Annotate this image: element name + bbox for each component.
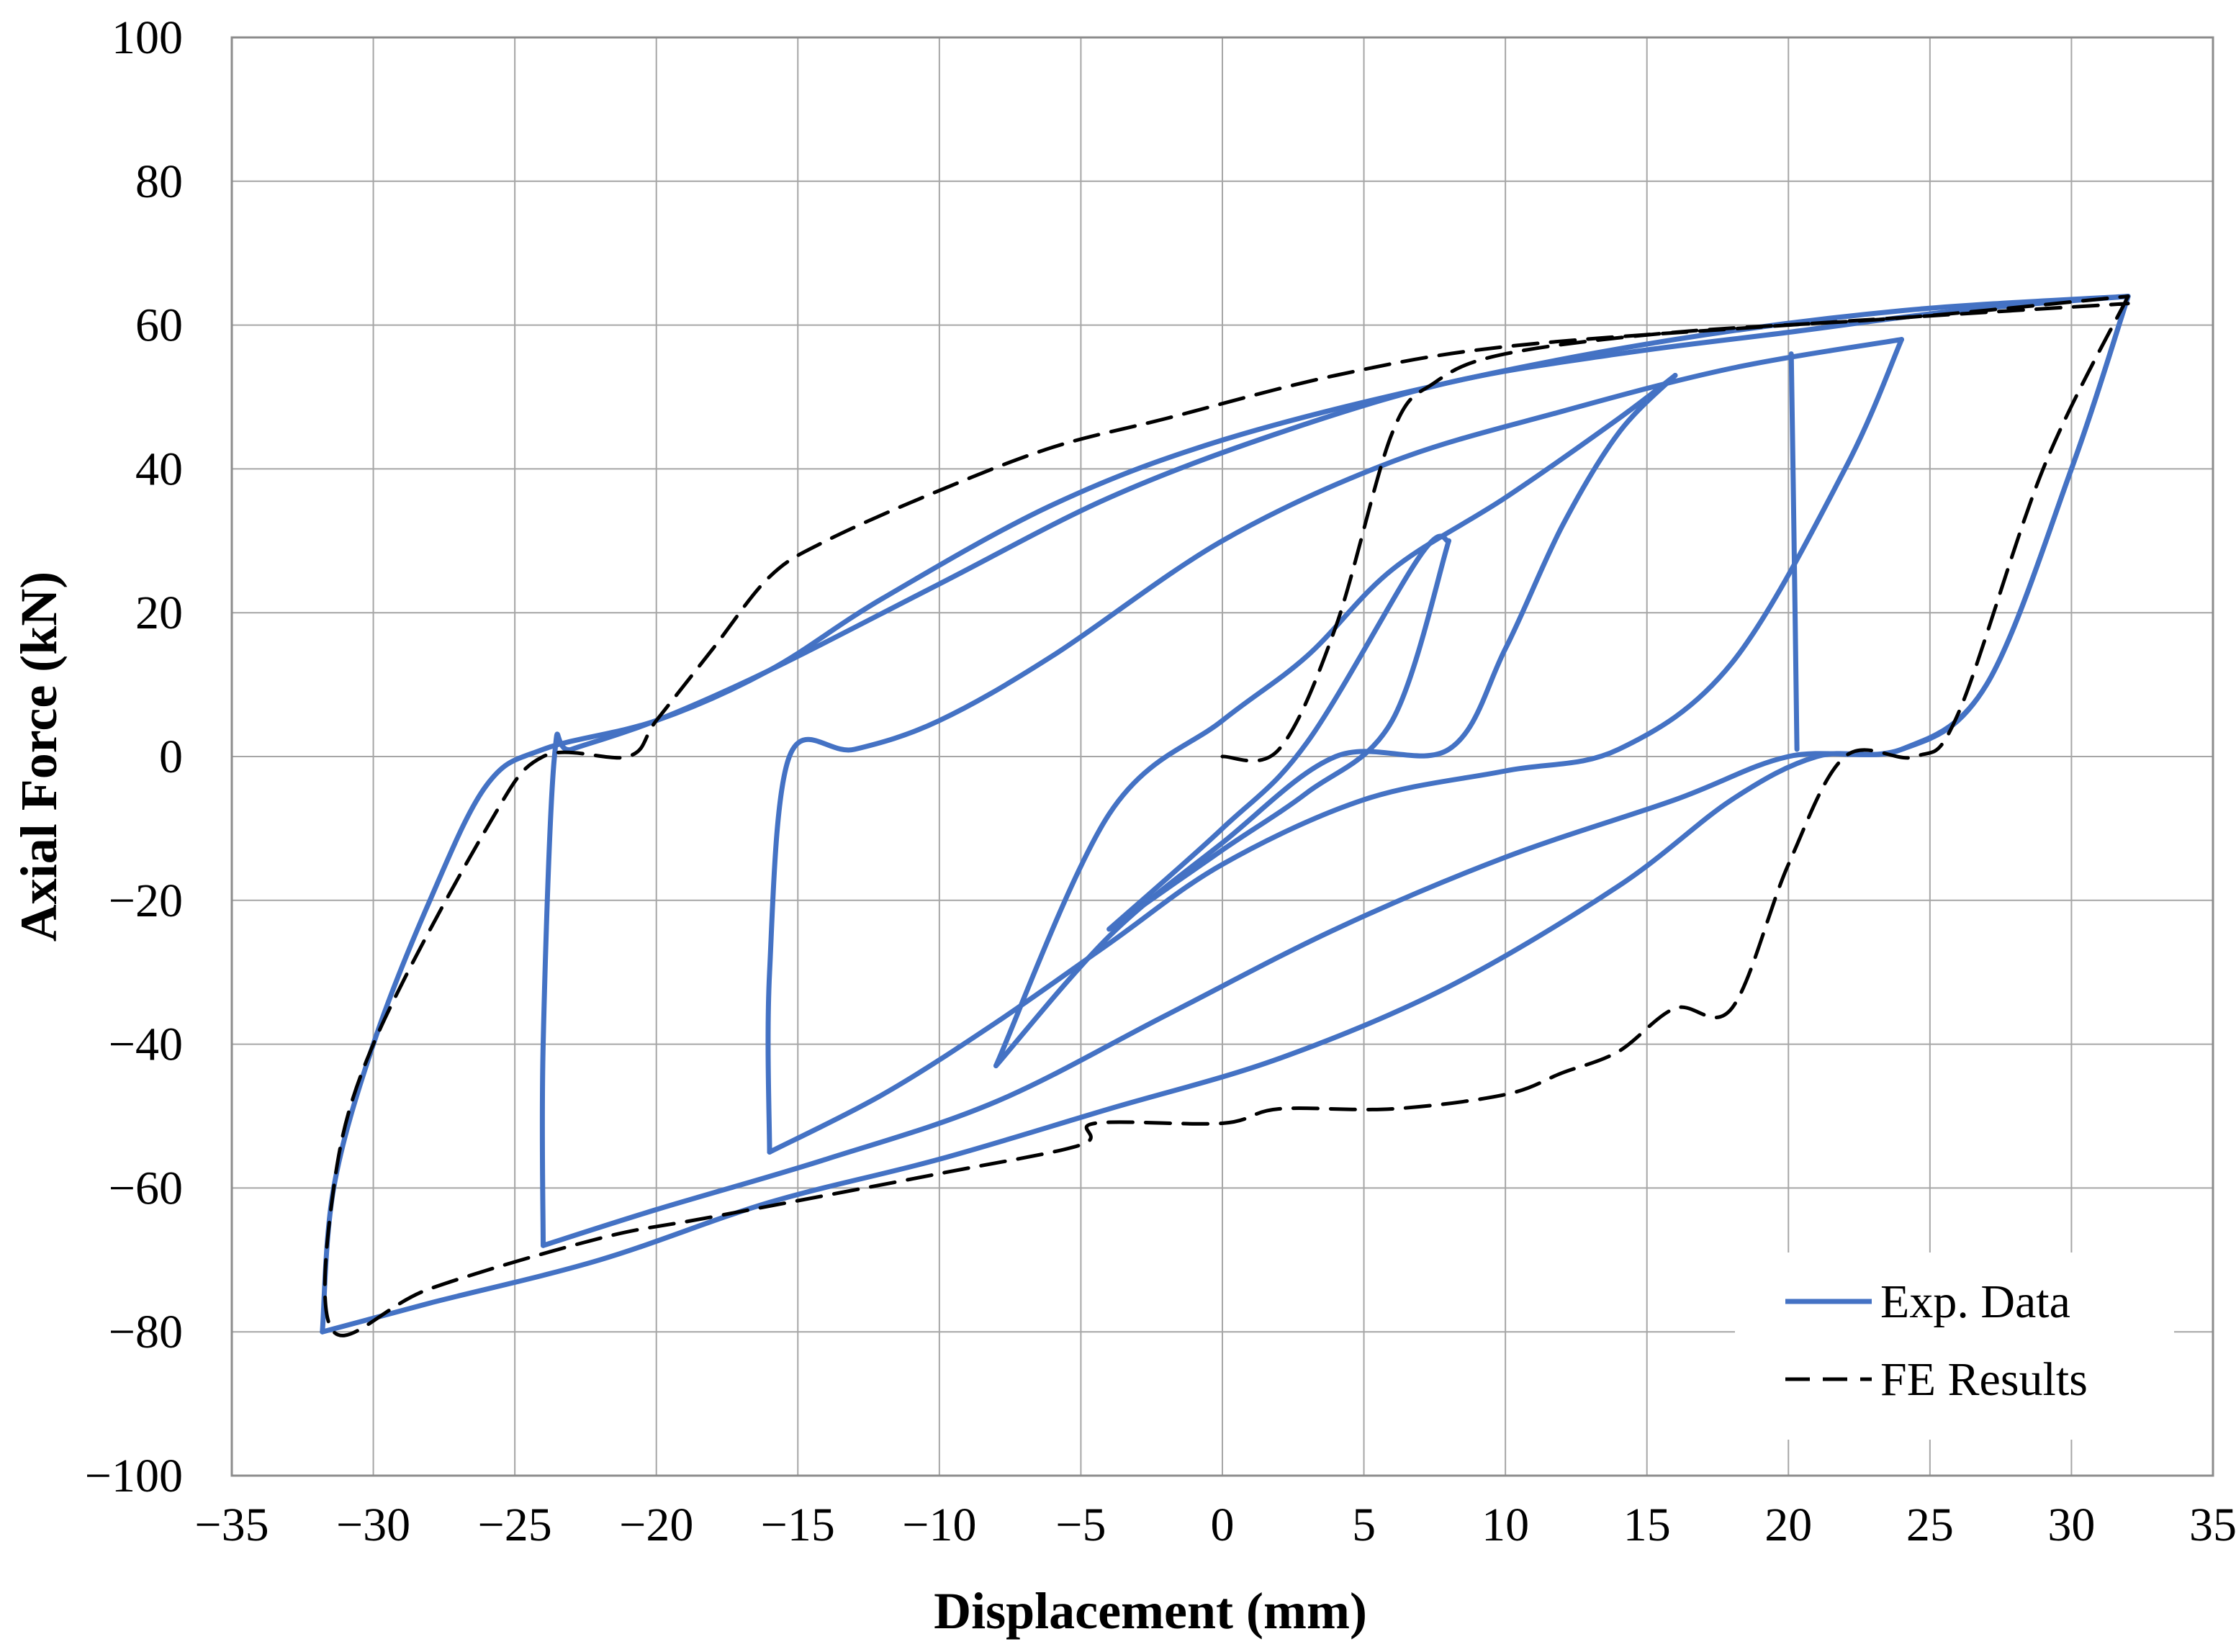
exp-data-curve (320, 294, 2131, 1335)
x-tick-label: −30 (336, 1499, 410, 1551)
exp-data-curve (767, 337, 1904, 1155)
x-tick-label: 0 (1211, 1499, 1235, 1551)
y-tick-label: 60 (135, 299, 183, 352)
x-tick-label: 35 (2189, 1499, 2236, 1551)
y-axis-title: Axial Force (kN) (10, 572, 68, 942)
x-tick-label: 20 (1764, 1499, 1812, 1551)
legend-label-exp-data: Exp. Data (1880, 1276, 2070, 1328)
y-tick-label: −80 (109, 1306, 183, 1358)
y-tick-label: −60 (109, 1162, 183, 1214)
exp-data-curve (1106, 533, 1451, 932)
exp-data-curve (320, 294, 2131, 1335)
series-fe-results (323, 294, 2130, 1337)
x-tick-label: 15 (1623, 1499, 1671, 1551)
exp-data-curve (993, 373, 1678, 1069)
x-tick-label: −5 (1055, 1499, 1106, 1551)
exp-data-curve (765, 337, 1904, 1155)
exp-data-curve (539, 294, 2131, 1248)
axis-tick-labels: −35 −30 −25 −20 −15 −10 −5 0 5 10 15 20 25 30 35 −100 −8… (85, 12, 2236, 1551)
series-exp-data (320, 294, 2131, 1335)
y-tick-label: 20 (135, 587, 183, 639)
y-tick-label: 80 (135, 155, 183, 208)
legend-label-fe-results: FE Results (1880, 1353, 2088, 1406)
y-tick-label: −100 (85, 1450, 183, 1502)
x-tick-label: 5 (1352, 1499, 1376, 1551)
y-tick-label: −40 (109, 1019, 183, 1071)
exp-data-curve (1106, 538, 1451, 932)
plot-frame (230, 36, 2214, 1477)
y-tick-label: 40 (135, 443, 183, 495)
x-tick-label: 25 (1906, 1499, 1954, 1551)
x-axis-title: Displacement (mm) (934, 1582, 1367, 1640)
plot-series (320, 294, 2131, 1337)
legend: Exp. Data FE Results (1735, 1252, 2174, 1440)
fe-results-curve (1220, 294, 2130, 763)
legend-box (1735, 1252, 2174, 1440)
x-tick-label: −35 (194, 1499, 269, 1551)
fe-results-curve (323, 294, 2130, 1337)
x-tick-label: −10 (902, 1499, 976, 1551)
y-tick-label: −20 (109, 875, 183, 927)
x-tick-label: 30 (2047, 1499, 2095, 1551)
y-tick-label: 0 (159, 731, 183, 783)
x-tick-label: −25 (478, 1499, 552, 1551)
y-tick-label: 100 (112, 12, 183, 64)
x-tick-label: −15 (761, 1499, 835, 1551)
exp-data-curve (993, 373, 1678, 1069)
x-tick-label: −20 (619, 1499, 693, 1551)
x-tick-label: 10 (1482, 1499, 1529, 1551)
exp-data-curve (1788, 351, 1800, 752)
